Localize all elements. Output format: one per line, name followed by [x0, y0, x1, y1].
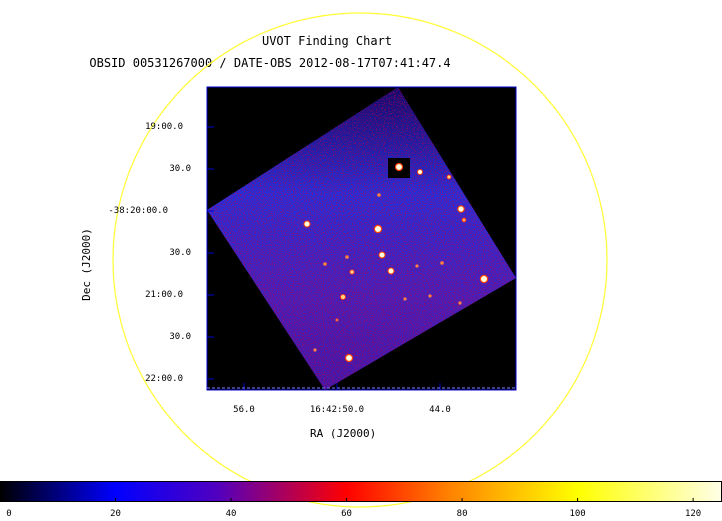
dec-tick-label: 19:00.0 — [145, 122, 183, 132]
star — [428, 294, 432, 298]
star-sources — [303, 158, 489, 363]
exposure-noise — [207, 87, 516, 390]
star — [417, 169, 423, 175]
star — [378, 251, 386, 259]
star — [387, 267, 395, 275]
colorbar-ticks — [0, 498, 694, 502]
image-frame — [206, 86, 517, 391]
x-axis-label: RA (J2000) — [310, 427, 377, 440]
y-axis-label: Dec (J2000) — [79, 228, 93, 301]
star — [458, 301, 462, 305]
star — [377, 193, 381, 197]
star — [415, 264, 419, 268]
colorbar-tick-label: 120 — [684, 509, 702, 519]
star — [479, 274, 489, 284]
star — [344, 353, 354, 363]
tick-marks — [207, 126, 441, 390]
star — [461, 217, 467, 223]
ra-tick-label: 56.0 — [233, 405, 255, 415]
colorbar-tick-label: 20 — [110, 509, 121, 519]
ra-tick-label: 16:42:50.0 — [309, 405, 365, 415]
colorbar-tick-label: 0 — [6, 509, 12, 519]
dec-tick-label: 22:00.0 — [145, 374, 183, 384]
star — [303, 220, 311, 228]
star — [440, 261, 444, 265]
colorbar — [0, 481, 722, 502]
star — [394, 162, 404, 172]
star — [335, 318, 339, 322]
star — [323, 262, 327, 266]
star — [313, 348, 317, 352]
star — [339, 293, 346, 300]
star — [349, 269, 355, 275]
star — [446, 174, 452, 180]
star — [457, 205, 465, 213]
colorbar-tick-label: 60 — [341, 509, 352, 519]
star — [403, 297, 407, 301]
colorbar-tick-label: 40 — [225, 509, 237, 519]
colorbar-tick-label: 80 — [456, 509, 468, 519]
field-circle — [112, 12, 608, 508]
chart-subtitle: OBSID 00531267000 / DATE-OBS 2012-08-17T… — [89, 56, 451, 70]
star — [345, 255, 349, 259]
ra-tick-label: 44.0 — [429, 405, 451, 415]
chart-title: UVOT Finding Chart — [261, 34, 393, 48]
dec-tick-label: 30.0 — [169, 164, 191, 174]
dec-tick-label: 30.0 — [169, 248, 191, 258]
colorbar-tick-label: 100 — [569, 509, 586, 519]
dec-tick-label: -38:20:00.0 — [108, 206, 168, 216]
star — [373, 224, 383, 234]
dec-tick-label: 30.0 — [169, 332, 191, 342]
dec-tick-label: 21:00.0 — [145, 290, 183, 300]
